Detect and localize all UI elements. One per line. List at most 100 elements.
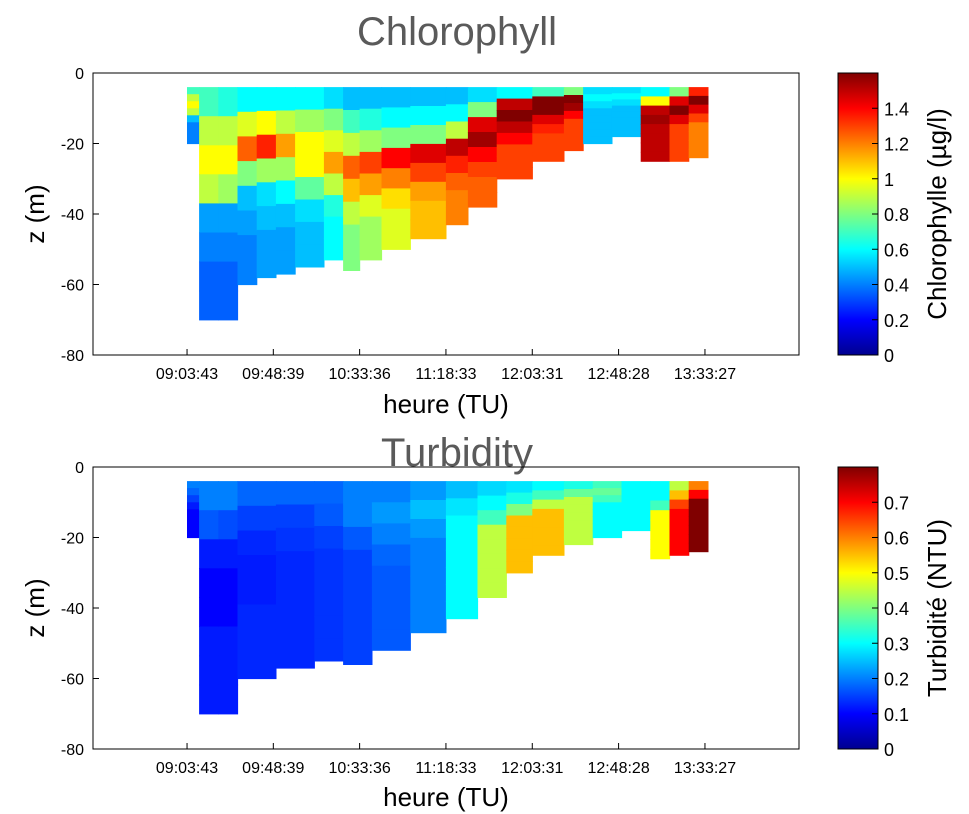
heatmap-cell [506,481,533,494]
heatmap-cell [343,224,361,249]
heatmap-cell [583,87,613,95]
heatmap-cell [359,130,383,153]
heatmap-cell [199,290,219,321]
heatmap-cell [359,151,383,175]
heatmap-cell [256,229,277,255]
heatmap-cell [688,148,709,159]
heatmap-cell [563,118,584,128]
heatmap-cell [187,495,200,503]
heatmap-cell [563,87,584,96]
heatmap-cell [506,492,533,505]
heatmap-cell [199,539,219,569]
heatmap-cell [445,121,469,140]
heatmap-cell [688,95,709,106]
heatmap-cell [477,539,507,555]
heatmap-cell [688,104,709,115]
heatmap-cell [295,221,325,245]
heatmap-cell [583,129,613,137]
heatmap-cell [187,530,200,539]
heatmap-cell [563,520,594,530]
heatmap-cell [506,515,533,528]
heatmap-cell [688,481,709,491]
heatmap-cell [218,597,239,628]
colorbar-ticks: 0 0.1 0.2 0.3 0.4 0.5 0.6 0.7 [872,493,909,760]
heatmap-cell [343,549,373,574]
heatmap-cell [187,101,200,109]
heatmap-cell [199,626,219,657]
heatmap-cell [669,481,690,491]
heatmap-cell [410,125,447,145]
x-tick-label: 11:18:33 [415,760,476,777]
heatmap-cell [640,133,671,144]
heatmap-cell [323,238,344,261]
heatmap-cell [650,490,671,502]
heatmap-cell [669,518,690,528]
heatmap-cell [314,548,344,572]
heatmap-cell [237,111,258,138]
heatmap-cell [621,511,651,519]
heatmap-cell [650,529,671,540]
heatmap-cell [669,151,690,162]
heatmap-cell [467,192,498,208]
heatmap-cell [256,253,277,279]
heatmap-cell [611,111,642,119]
heatmap-cell [611,117,642,125]
y-tick-label: -20 [61,531,84,548]
heatmap-cell [343,481,373,505]
heatmap-cell [477,481,507,497]
colorbar-tick-label: 0.1 [884,705,909,725]
heatmap-cell [467,147,498,163]
heatmap-cell [343,247,361,271]
x-tick-label: 10:33:36 [328,760,390,777]
heatmap-cell [496,155,533,168]
heatmap-cell [371,608,411,630]
heatmap-cell [496,121,533,134]
heatmap-cell [410,219,447,240]
heatmap-cell [275,227,296,252]
y-tick-label: -80 [61,742,84,759]
colorbar-tick-label: 0.6 [884,529,909,549]
heatmap-cell [343,201,361,226]
heatmap-cell [275,133,296,158]
heatmap-cell [583,101,613,109]
y-tick-label: -40 [61,601,84,618]
heatmap-cell [359,108,383,131]
heatmap-cell [237,235,258,261]
heatmap-cell [563,489,594,498]
heatmap-cell [199,145,219,175]
heatmap-cell [359,216,383,239]
heatmap-cell [218,290,239,321]
heatmap-cell [371,481,411,503]
colorbar-tick-label: 0.2 [884,670,909,690]
x-tick-label: 09:03:43 [156,760,218,777]
heatmap-cell [563,528,594,538]
heatmap-cell [669,96,690,107]
heatmap-cell [199,597,219,628]
heatmap-cell [323,108,344,131]
colorbar-tick-label: 0.4 [884,599,909,619]
heatmap-cell [275,597,315,622]
heatmap-cell [218,481,239,511]
heatmap-cell [187,129,200,137]
heatmap-cell [410,181,447,202]
heatmap-cell [445,104,469,123]
heatmap-cell [237,653,277,680]
heatmap-cell [218,539,239,569]
heatmap-cell [563,512,594,522]
heatmap-cell [532,499,565,510]
heatmap-cell [275,157,296,182]
heatmap-cell [445,138,469,157]
heatmap-cell [621,518,651,525]
heatmap-cell [323,173,344,196]
heatmap-cell [532,96,565,107]
heatmap-cell [237,604,277,630]
heatmap-cell [256,206,277,231]
heatmap-cell [323,195,344,218]
heatmap-cell [199,655,219,686]
heatmap-cell [381,127,411,149]
heatmap-cell [237,579,277,606]
heatmap-cell [621,487,651,495]
x-axis: 09:03:43 09:48:39 10:33:36 11:18:33 12:03:31… [156,743,736,777]
y-tick-label: -80 [61,348,84,365]
